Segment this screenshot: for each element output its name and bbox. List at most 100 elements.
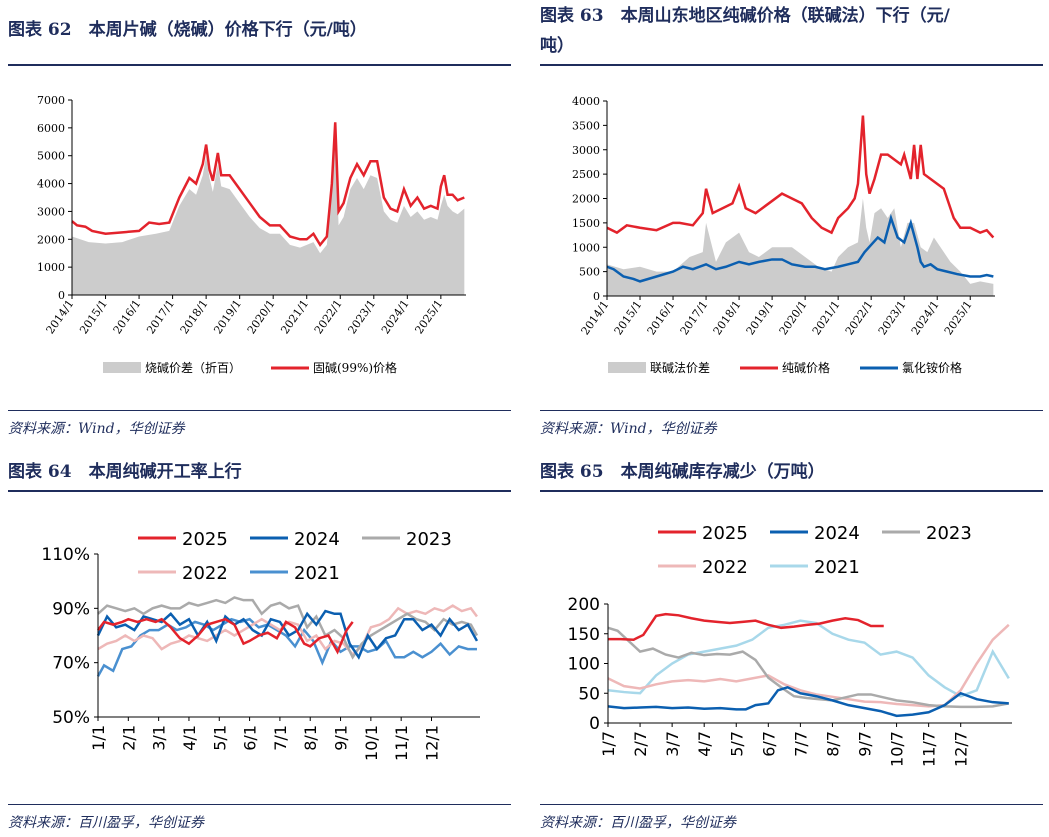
y-tick-label: 0 — [593, 290, 600, 303]
legend-label-固碱(99%)价格: 固碱(99%)价格 — [313, 360, 397, 375]
x-tick-label: 6/1 — [241, 725, 260, 751]
x-tick-label: 2/7 — [631, 731, 650, 757]
y-tick-label: 500 — [579, 266, 600, 279]
legend-label-2021: 2021 — [814, 557, 860, 578]
x-tick-label: 2014/1 — [44, 297, 77, 336]
x-tick-label: 8/1 — [301, 725, 320, 751]
source-note-65: 资料来源：百川盈孚，华创证券 — [540, 815, 736, 831]
legend-swatch-烧碱价差（折百） — [103, 362, 141, 373]
y-tick-label: 0 — [589, 714, 600, 734]
x-tick-label: 2024/1 — [909, 298, 942, 337]
chart-64: 50% 70% 90% 110% 1/1 2/1 3/1 4/1 5/1 6/1 7/1 8/1 9/1… — [41, 529, 480, 761]
y-tick-label: 70% — [52, 654, 90, 674]
x-tick-label: 2015/1 — [612, 298, 645, 337]
x-tick-label: 12/1 — [422, 725, 441, 761]
source-note-64: 资料来源：百川盈孚，华创证券 — [8, 815, 204, 831]
x-tick-label: 6/7 — [759, 731, 778, 757]
y-tick-label: 110% — [41, 545, 90, 565]
y-tick-label: 7000 — [37, 94, 65, 107]
x-tick-label: 2019/1 — [744, 298, 777, 337]
x-tick-label: 2015/1 — [77, 297, 110, 336]
chart-title-63-line2: 吨） — [540, 36, 574, 56]
x-tick-label: 2016/1 — [111, 297, 144, 336]
x-tick-label: 11/1 — [392, 725, 411, 761]
x-tick-label: 2019/1 — [211, 297, 244, 336]
y-tick-label: 6000 — [37, 122, 65, 135]
y-tick-label: 150 — [568, 625, 600, 645]
series-line-纯碱价格 — [606, 115, 995, 239]
series-line-2025 — [608, 612, 884, 641]
y-tick-label: 90% — [52, 599, 90, 619]
legend-label-2025: 2025 — [182, 529, 228, 550]
legend-swatch-联碱法价差 — [608, 362, 646, 373]
title-underline — [8, 64, 511, 66]
x-tick-label: 5/7 — [727, 731, 746, 757]
chart-65: 0 50 100 150 200 1/7 2/7 3/7 4/7 5/7 6/7 7/7 8/7 9/7 1… — [568, 523, 1012, 767]
chart-62: 0 1000 2000 3000 4000 5000 6000 7000 2014/1 2015/… — [37, 94, 466, 375]
y-tick-label: 50 — [578, 684, 600, 704]
y-tick-label: 4000 — [37, 178, 65, 191]
x-tick-label: 2021/1 — [810, 298, 843, 337]
chart-title-65: 图表 65 本周纯碱库存减少（万吨） — [540, 462, 825, 482]
legend-label-2021: 2021 — [294, 563, 340, 584]
legend-label-联碱法价差: 联碱法价差 — [650, 361, 710, 375]
x-tick-label: 2/1 — [119, 725, 138, 751]
x-tick-label: 9/7 — [856, 731, 875, 757]
legend-label-2023: 2023 — [406, 529, 452, 550]
series-line-2024 — [607, 685, 1009, 718]
legend-label-氯化铵价格: 氯化铵价格 — [902, 360, 962, 375]
x-tick-label: 1/1 — [89, 725, 108, 751]
y-tick-label: 3000 — [37, 205, 65, 218]
x-tick-label: 2024/1 — [379, 297, 412, 336]
y-tick-label: 0 — [58, 289, 65, 302]
x-tick-label: 2014/1 — [579, 298, 612, 337]
source-divider — [540, 804, 1043, 805]
x-tick-label: 2017/1 — [678, 298, 711, 337]
y-tick-label: 1500 — [572, 217, 600, 230]
x-tick-label: 8/7 — [823, 731, 842, 757]
series-line-2024 — [96, 609, 479, 660]
x-tick-label: 3/1 — [150, 725, 169, 751]
series-line-2025 — [96, 617, 354, 655]
x-tick-label: 2021/1 — [278, 297, 311, 336]
y-tick-label: 50% — [52, 708, 90, 728]
chart-title-62: 图表 62 本周片碱（烧碱）价格下行（元/吨） — [8, 20, 367, 40]
x-tick-label: 10/1 — [362, 725, 381, 761]
x-tick-label: 4/7 — [695, 731, 714, 757]
legend-label-2022: 2022 — [182, 563, 228, 584]
x-tick-label: 7/1 — [271, 725, 290, 751]
legend-label-烧碱价差（折百）: 烧碱价差（折百） — [145, 360, 241, 375]
x-tick-label: 3/7 — [663, 731, 682, 757]
x-tick-label: 2017/1 — [144, 297, 177, 336]
series-line-2022 — [97, 604, 478, 657]
y-tick-label: 200 — [568, 595, 600, 615]
y-tick-label: 3500 — [572, 119, 600, 132]
chart-title-63-line1: 图表 63 本周山东地区纯碱价格（联碱法）下行（元/ — [540, 6, 950, 26]
source-divider — [540, 410, 1043, 411]
x-tick-label: 1/7 — [599, 731, 618, 757]
x-tick-label: 12/7 — [952, 731, 971, 767]
x-tick-label: 2020/1 — [777, 298, 810, 337]
x-tick-label: 2023/1 — [876, 298, 909, 337]
title-underline — [540, 64, 1043, 66]
x-tick-label: 10/7 — [888, 731, 907, 767]
x-tick-label: 2020/1 — [245, 297, 278, 336]
legend-label-2022: 2022 — [702, 557, 748, 578]
legend-label-2023: 2023 — [926, 523, 972, 544]
x-tick-label: 2018/1 — [178, 297, 211, 336]
series-line-2023 — [97, 596, 479, 660]
y-tick-label: 5000 — [37, 150, 65, 163]
source-note-63: 资料来源：Wind，华创证券 — [540, 421, 717, 437]
series-line-固碱(99%)价格 — [71, 122, 465, 248]
chart-title-64: 图表 64 本周纯碱开工率上行 — [8, 462, 242, 482]
x-tick-label: 7/7 — [791, 731, 810, 757]
series-line-2023 — [607, 626, 1010, 709]
y-tick-label: 2500 — [572, 168, 600, 181]
x-tick-label: 2022/1 — [312, 297, 345, 336]
series-area-联碱法价差 — [607, 198, 994, 296]
x-tick-label: 2025/1 — [412, 297, 445, 336]
x-tick-label: 2022/1 — [843, 298, 876, 337]
series-line-氯化铵价格 — [606, 213, 994, 283]
series-area-烧碱价差（折百） — [72, 133, 465, 295]
